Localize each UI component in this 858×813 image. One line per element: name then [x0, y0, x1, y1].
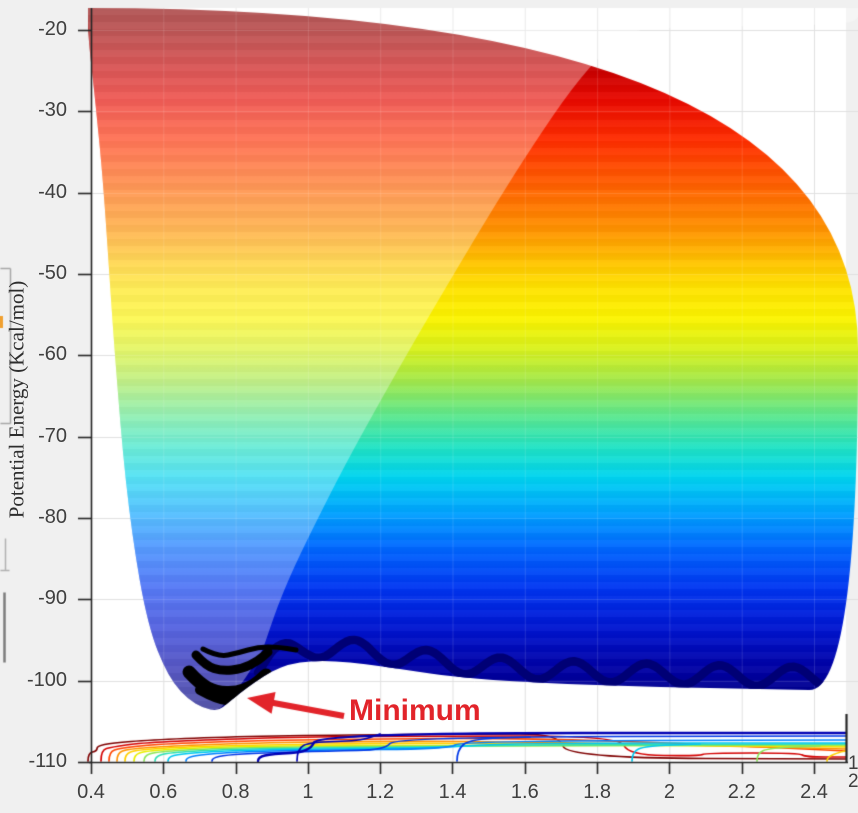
y-tick-label: -20	[38, 18, 67, 40]
y-tick-label: -70	[38, 424, 67, 447]
x-tick-label: 0.4	[77, 781, 105, 803]
x-tick-label: 2.4	[800, 781, 828, 803]
y-tick-label: -100	[26, 668, 67, 691]
y-tick-label: -90	[38, 587, 67, 610]
y-tick-label: -80	[38, 506, 67, 529]
depth-tick-label: 1	[848, 753, 858, 774]
y-tick-label: -60	[38, 343, 67, 366]
x-tick-label: 1.2	[366, 781, 395, 803]
y-tick-label: -110	[28, 750, 67, 773]
x-tick-label: 2.2	[727, 781, 756, 803]
x-tick-label: 1.4	[438, 781, 467, 803]
depth-tick-label: 2	[848, 771, 858, 792]
x-tick-label: 2	[663, 781, 675, 803]
y-tick-label: -40	[38, 180, 67, 203]
y-tick-label: -50	[38, 262, 67, 285]
x-tick-label: 0.8	[221, 781, 250, 803]
x-tick-label: 1.6	[510, 781, 539, 803]
minimum-annotation-label: Minimum	[349, 694, 481, 727]
x-tick-label: 1.8	[583, 781, 611, 803]
y-tick-label: -30	[38, 99, 67, 122]
x-tick-label: 1	[302, 781, 314, 803]
x-tick-label: 0.6	[149, 781, 178, 803]
